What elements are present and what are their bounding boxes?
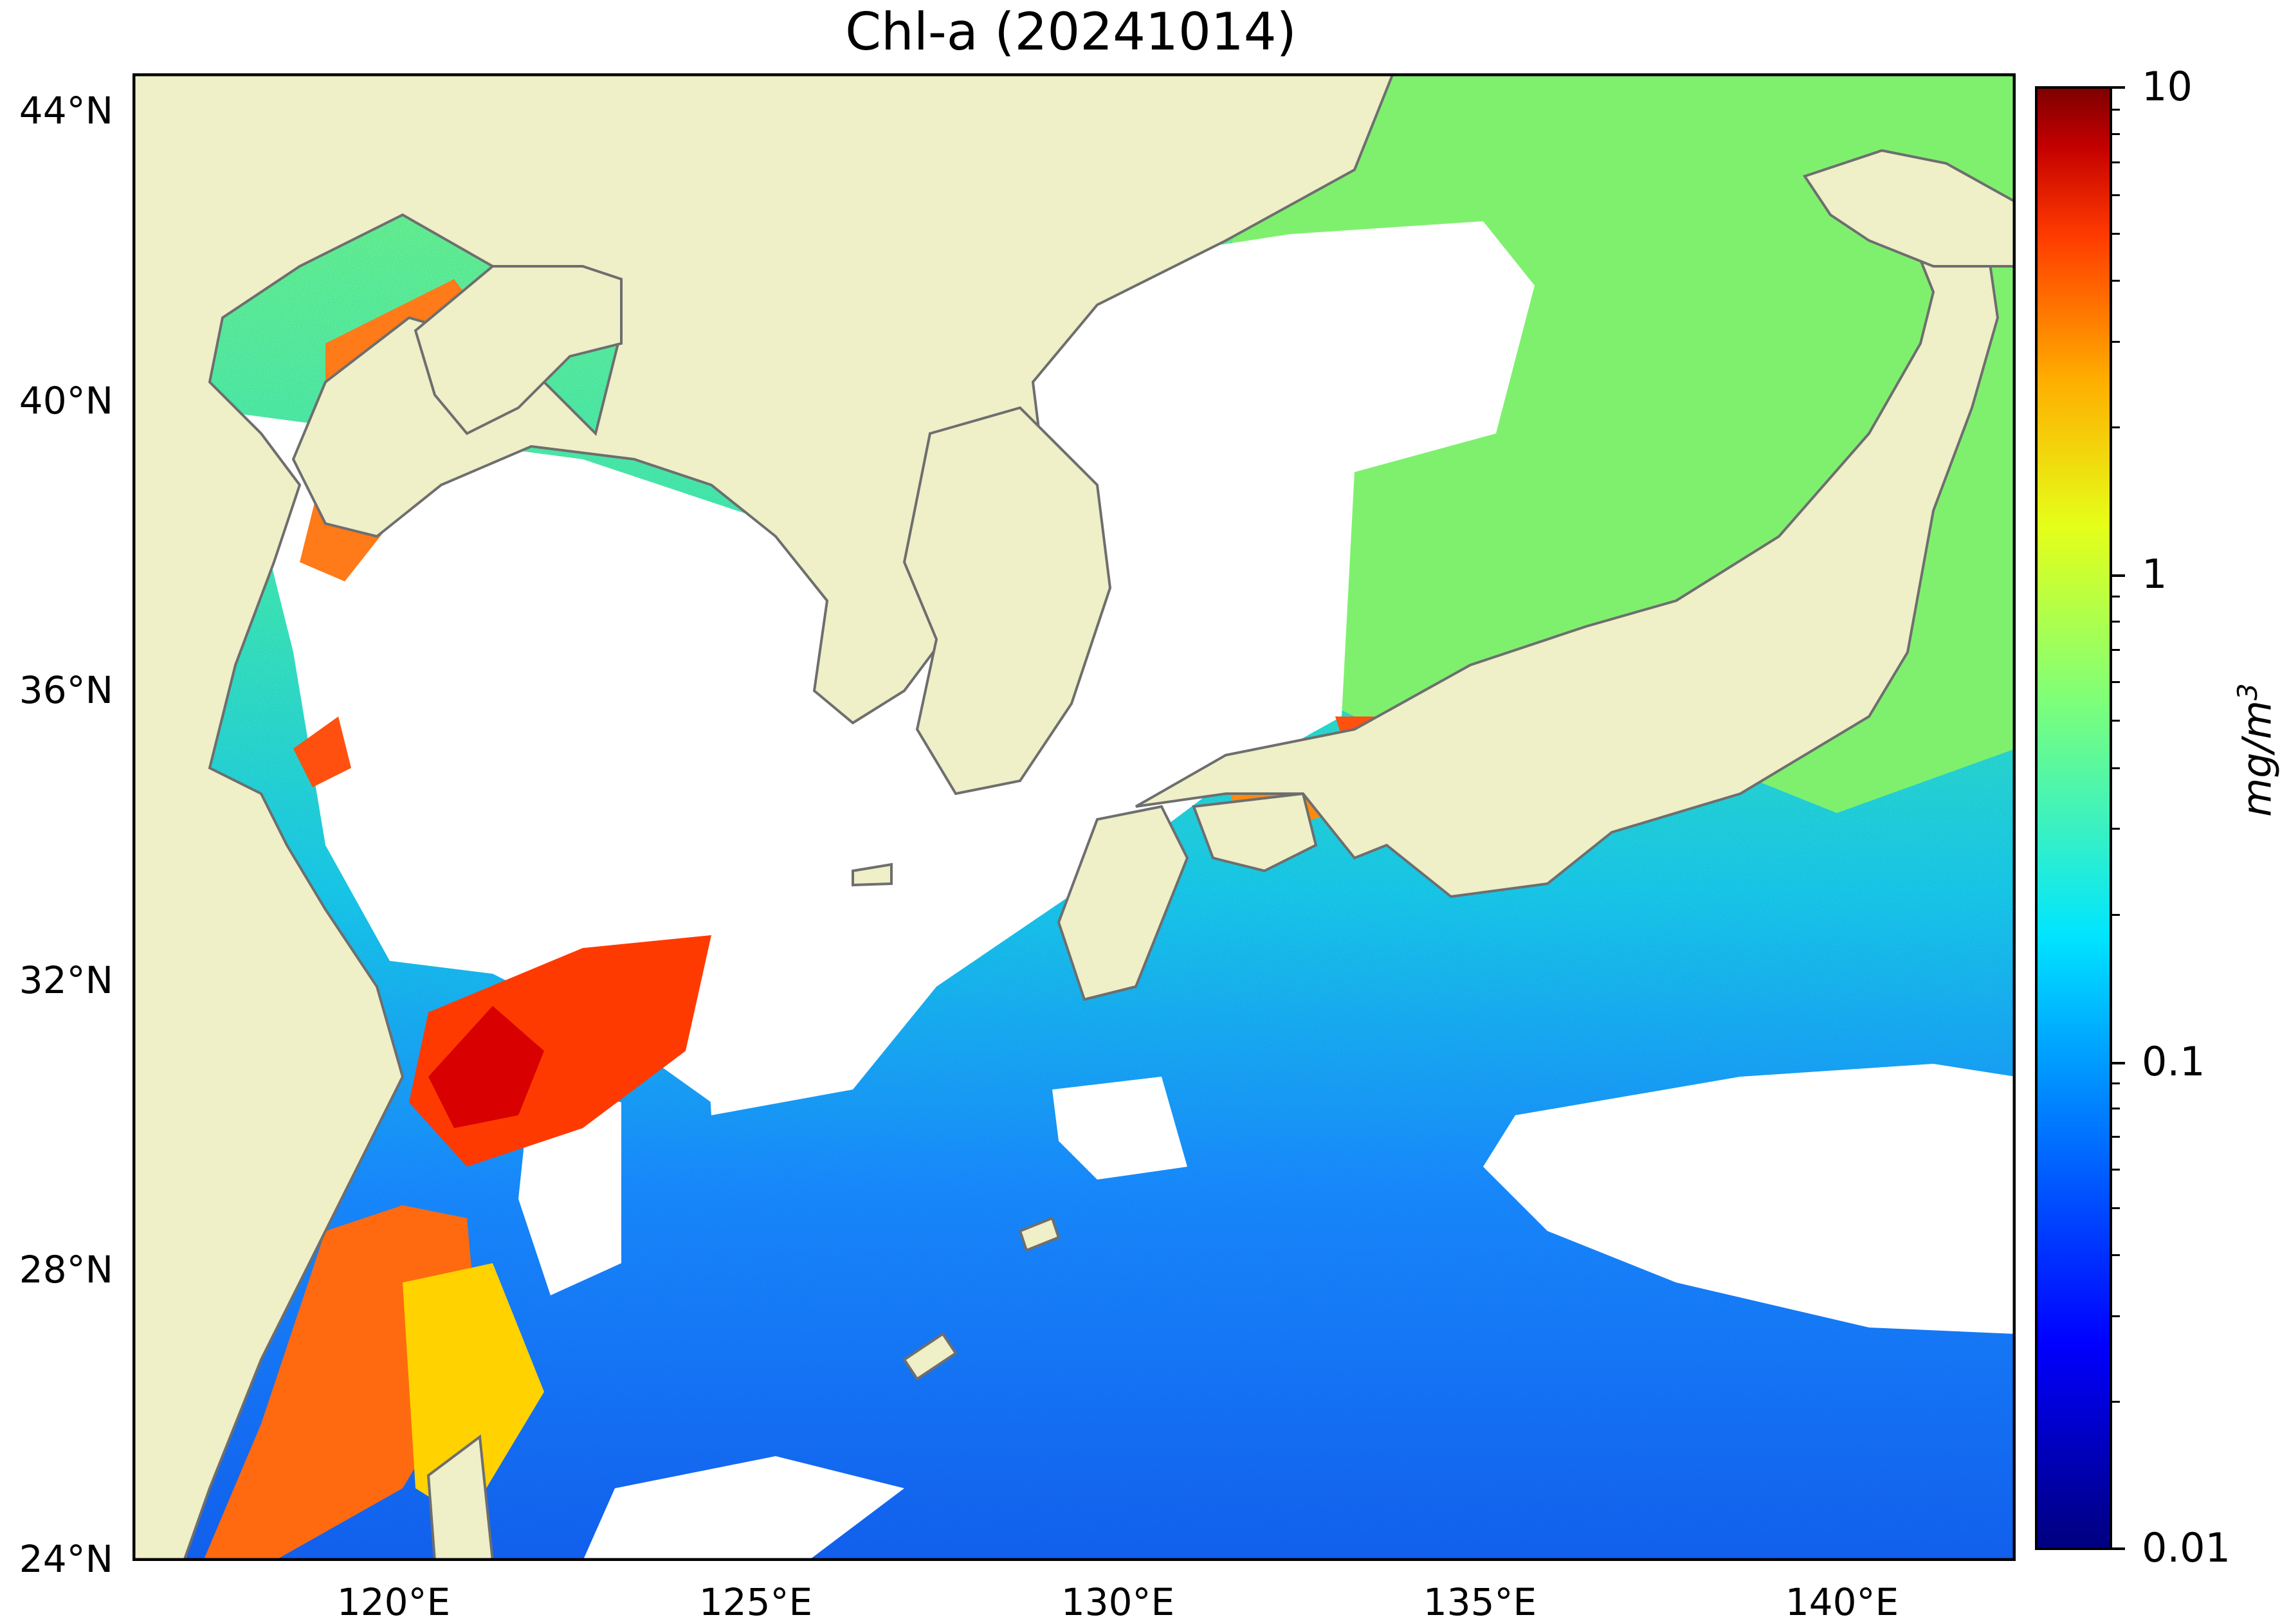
lat-tick-36: 36°N bbox=[19, 668, 113, 712]
map-title: Chl-a (20241014) bbox=[845, 2, 1297, 62]
lat-tick-24: 24°N bbox=[19, 1537, 113, 1581]
yangtze-core bbox=[428, 1006, 544, 1128]
land-jeju bbox=[852, 862, 893, 887]
colorbar bbox=[2035, 86, 2112, 1550]
colorbar-minor-tick bbox=[2112, 340, 2120, 343]
zhejiang-yellow bbox=[403, 1263, 544, 1520]
land-amami bbox=[1018, 1216, 1061, 1252]
colorbar-unit-superscript: 3 bbox=[2232, 683, 2263, 700]
colorbar-minor-tick bbox=[2112, 1254, 2120, 1257]
cloud-mask-south bbox=[583, 1456, 904, 1561]
lat-tick-32: 32°N bbox=[19, 958, 113, 1002]
colorbar-minor-tick bbox=[2112, 1082, 2120, 1085]
colorbar-tick-0.01 bbox=[2112, 1547, 2125, 1550]
lon-tick-140: 140°E bbox=[1785, 1580, 1899, 1624]
lon-tick-130: 130°E bbox=[1061, 1580, 1175, 1624]
land-korea bbox=[902, 406, 1112, 796]
colorbar-label-0.1: 0.1 bbox=[2142, 1038, 2205, 1085]
colorbar-tick-1 bbox=[2112, 574, 2125, 577]
map-panel[interactable] bbox=[132, 73, 2016, 1561]
land-taiwan bbox=[426, 1434, 495, 1561]
land-okinawa bbox=[902, 1332, 958, 1381]
colorbar-minor-tick bbox=[2112, 620, 2120, 623]
colorbar-tick-10 bbox=[2112, 86, 2125, 89]
jiangsu-plume bbox=[293, 716, 351, 787]
colorbar-label-0.01: 0.01 bbox=[2142, 1524, 2231, 1571]
colorbar-label-1: 1 bbox=[2142, 551, 2167, 598]
land-honshu bbox=[1135, 200, 2000, 899]
lon-tick-120: 120°E bbox=[336, 1580, 451, 1624]
colorbar-minor-tick bbox=[2112, 232, 2120, 235]
colorbar-minor-tick bbox=[2112, 1108, 2120, 1110]
colorbar-minor-tick bbox=[2112, 280, 2120, 282]
colorbar-minor-tick bbox=[2112, 648, 2120, 651]
colorbar-minor-tick bbox=[2112, 681, 2120, 684]
colorbar-minor-tick bbox=[2112, 828, 2120, 830]
land-kyushu bbox=[1057, 805, 1189, 1001]
colorbar-minor-tick bbox=[2112, 595, 2120, 598]
lon-tick-135: 135°E bbox=[1423, 1580, 1537, 1624]
colorbar-label-10: 10 bbox=[2142, 63, 2193, 110]
colorbar-unit: mg/m3 bbox=[2232, 683, 2280, 817]
colorbar-minor-tick bbox=[2112, 133, 2120, 136]
colorbar-minor-tick bbox=[2112, 1168, 2120, 1171]
colorbar-minor-tick bbox=[2112, 767, 2120, 769]
colorbar-minor-tick bbox=[2112, 1401, 2120, 1403]
lon-tick-125: 125°E bbox=[698, 1580, 813, 1624]
land bbox=[132, 73, 2016, 1561]
colorbar-minor-tick bbox=[2112, 194, 2120, 196]
cloud-mask-north bbox=[698, 221, 1535, 1115]
colorbar-minor-tick bbox=[2112, 1207, 2120, 1209]
colorbar-minor-tick bbox=[2112, 913, 2120, 916]
colorbar-minor-tick bbox=[2112, 108, 2120, 111]
lat-tick-28: 28°N bbox=[19, 1248, 113, 1291]
chlorophyll-map[interactable] bbox=[132, 73, 2016, 1561]
colorbar-tick-0.1 bbox=[2112, 1062, 2125, 1064]
lat-tick-40: 40°N bbox=[19, 379, 113, 423]
land-liaodong bbox=[414, 265, 623, 435]
colorbar-minor-tick bbox=[2112, 1135, 2120, 1138]
lat-tick-44: 44°N bbox=[19, 89, 113, 132]
cloud-mask-yellow-sea bbox=[242, 414, 904, 1102]
colorbar-minor-tick bbox=[2112, 720, 2120, 722]
colorbar-minor-tick bbox=[2112, 426, 2120, 429]
land-shikoku bbox=[1192, 792, 1318, 873]
cloud-mask-okinawa bbox=[1052, 1077, 1187, 1180]
cloud-mask-pacific bbox=[1483, 1064, 2016, 1334]
colorbar-minor-tick bbox=[2112, 1315, 2120, 1317]
map-border bbox=[132, 73, 2016, 1561]
colorbar-unit-text: mg/m bbox=[2233, 700, 2280, 817]
colorbar-minor-tick bbox=[2112, 161, 2120, 164]
land-hokkaido bbox=[1802, 149, 2016, 268]
